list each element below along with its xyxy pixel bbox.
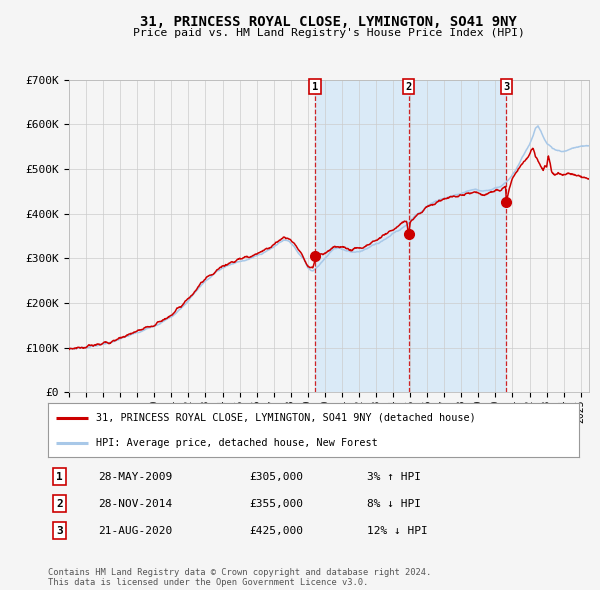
Text: 12% ↓ HPI: 12% ↓ HPI (367, 526, 427, 536)
Text: Contains HM Land Registry data © Crown copyright and database right 2024.
This d: Contains HM Land Registry data © Crown c… (48, 568, 431, 587)
Text: 2: 2 (56, 499, 63, 509)
Text: 8% ↓ HPI: 8% ↓ HPI (367, 499, 421, 509)
Text: 1: 1 (311, 82, 318, 92)
Text: HPI: Average price, detached house, New Forest: HPI: Average price, detached house, New … (96, 438, 377, 448)
Bar (315, 80, 506, 392)
Text: 21-AUG-2020: 21-AUG-2020 (98, 526, 173, 536)
Text: £305,000: £305,000 (250, 471, 304, 481)
Text: 1: 1 (56, 471, 63, 481)
Text: £425,000: £425,000 (250, 526, 304, 536)
Text: Price paid vs. HM Land Registry's House Price Index (HPI): Price paid vs. HM Land Registry's House … (133, 28, 525, 38)
Text: 28-MAY-2009: 28-MAY-2009 (98, 471, 173, 481)
Text: 2: 2 (406, 82, 412, 92)
Text: 31, PRINCESS ROYAL CLOSE, LYMINGTON, SO41 9NY (detached house): 31, PRINCESS ROYAL CLOSE, LYMINGTON, SO4… (96, 412, 476, 422)
Text: 31, PRINCESS ROYAL CLOSE, LYMINGTON, SO41 9NY: 31, PRINCESS ROYAL CLOSE, LYMINGTON, SO4… (140, 15, 517, 29)
Text: 3: 3 (503, 82, 509, 92)
Text: 3: 3 (56, 526, 63, 536)
Text: £355,000: £355,000 (250, 499, 304, 509)
Text: 28-NOV-2014: 28-NOV-2014 (98, 499, 173, 509)
Text: 3% ↑ HPI: 3% ↑ HPI (367, 471, 421, 481)
